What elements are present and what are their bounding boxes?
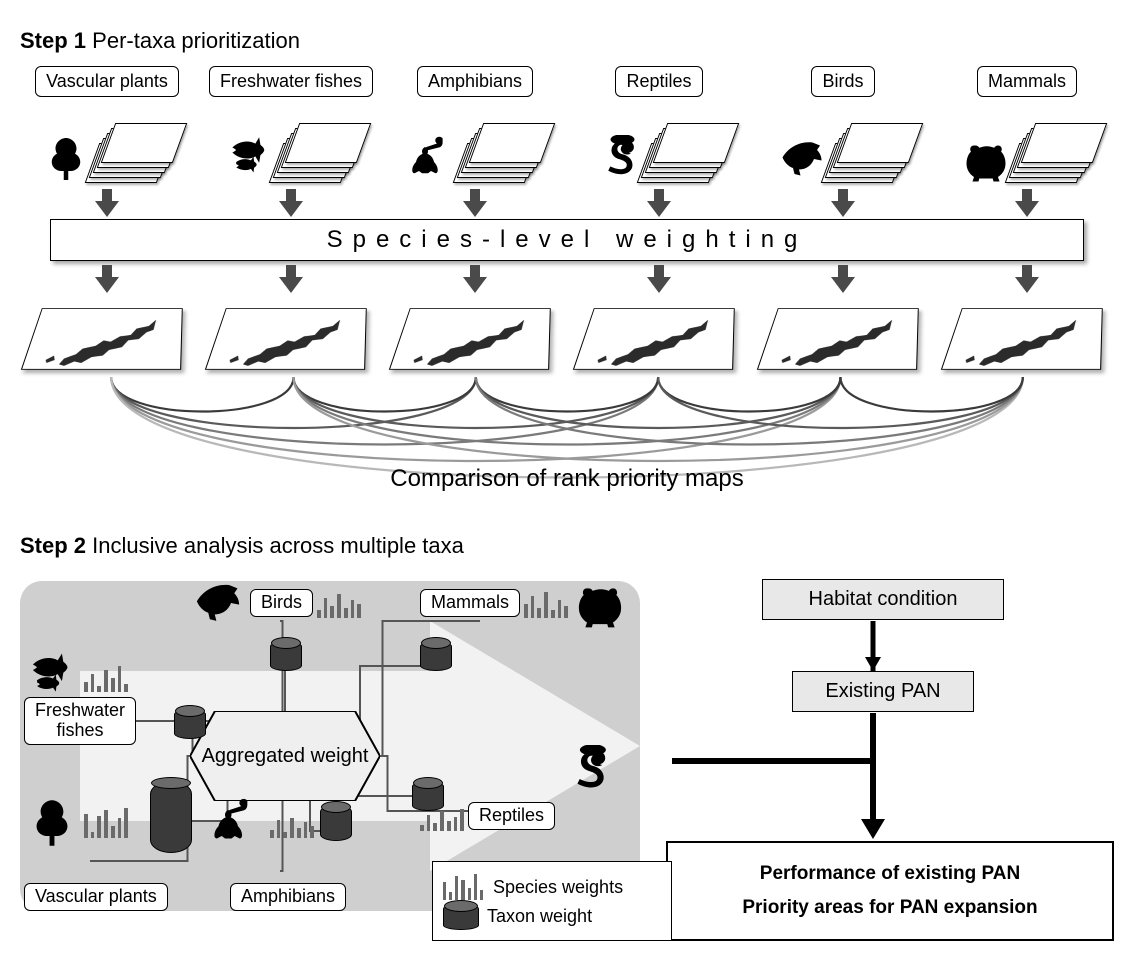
taxa-col-5: Mammals (940, 66, 1114, 101)
layer-stack-icon (828, 123, 908, 183)
node-birds: Birds (190, 577, 361, 629)
layer-stack-icon (276, 123, 356, 183)
cylinder-icon (443, 904, 477, 928)
step1-title: Step 1 Per-taxa prioritization (20, 28, 1114, 54)
priority-map-1 (204, 297, 378, 377)
priority-map-4 (756, 297, 930, 377)
taxa-stack-0 (20, 105, 194, 183)
taxa-stack-5 (940, 105, 1114, 183)
aggregated-weight-hex: Aggregated weight (190, 711, 380, 801)
down-arrow (940, 189, 1114, 217)
node-plants-label: Vascular plants (24, 883, 168, 911)
snake-icon (560, 745, 616, 797)
bar-chart-icon (443, 874, 483, 900)
comparison-label: Comparison of rank priority maps (20, 465, 1114, 493)
tree-icon (42, 135, 90, 183)
down-arrow (204, 189, 378, 217)
taxa-col-3: Reptiles (572, 66, 746, 101)
result-box: Performance of existing PAN Priority are… (666, 841, 1114, 941)
node-amph-icon (210, 797, 314, 849)
arrows-to-maps (20, 265, 1114, 293)
existing-pan-box: Existing PAN (792, 671, 974, 712)
node-reptiles-icon (560, 745, 616, 797)
node-fish-label: Freshwaterfishes (24, 697, 136, 745)
down-arrow (940, 265, 1114, 293)
result-line-1: Performance of existing PAN (680, 857, 1100, 891)
layer-stack-icon (1012, 123, 1092, 183)
node-amph-label: Amphibians (230, 883, 346, 911)
step2-container: Aggregated weight Freshwaterfishes Birds M… (20, 571, 1114, 941)
step2-right-panel: Habitat condition Existing PAN Performan… (672, 571, 1114, 941)
priority-map-0 (20, 297, 194, 377)
taxa-stack-1 (204, 105, 378, 183)
down-arrow (388, 265, 562, 293)
priority-map-3 (572, 297, 746, 377)
down-arrow (20, 265, 194, 293)
legend-box: Species weights Taxon weight (432, 861, 672, 941)
priority-map-2 (388, 297, 562, 377)
fish-icon (24, 651, 80, 703)
taxa-label: Mammals (977, 66, 1077, 97)
taxa-stack-row (20, 105, 1114, 183)
down-arrow (204, 265, 378, 293)
taxa-label: Amphibians (417, 66, 533, 97)
legend-taxon-weight: Taxon weight (443, 904, 661, 928)
frog-icon (210, 797, 266, 849)
taxa-stack-2 (388, 105, 562, 183)
taxon-weight-cylinder-3 (150, 781, 192, 853)
node-plants-icon (24, 797, 128, 849)
arrows-to-weighting (20, 189, 1114, 217)
taxon-weight-cylinder-0 (174, 709, 206, 739)
down-arrow (756, 189, 930, 217)
taxon-weight-cylinder-4 (320, 805, 352, 841)
taxa-col-0: Vascular plants (20, 66, 194, 101)
down-arrow (572, 189, 746, 217)
taxon-weight-cylinder-5 (412, 781, 444, 811)
down-arrow (388, 189, 562, 217)
layer-stack-icon (460, 123, 540, 183)
species-weighting-bar: Species-level weighting (50, 219, 1084, 261)
tree-icon (24, 797, 80, 849)
taxon-weight-cylinder-2 (420, 641, 452, 671)
taxa-label-row: Vascular plants Freshwater fishes Amphib… (20, 66, 1114, 101)
result-line-2: Priority areas for PAN expansion (680, 891, 1100, 925)
down-arrow (756, 265, 930, 293)
node-mammals: Mammals (420, 577, 628, 629)
taxa-label: Birds (811, 66, 874, 97)
taxon-weight-cylinder-1 (270, 641, 302, 671)
bear-icon (962, 135, 1010, 183)
layer-stack-icon (92, 123, 172, 183)
taxa-stack-3 (572, 105, 746, 183)
priority-map-5 (940, 297, 1114, 377)
taxa-col-2: Amphibians (388, 66, 562, 101)
comparison-curves (20, 371, 1114, 521)
fish-icon (226, 135, 274, 183)
down-arrow (20, 189, 194, 217)
maps-row (20, 297, 1114, 377)
frog-icon (410, 135, 458, 183)
step2-title: Step 2 Inclusive analysis across multipl… (20, 533, 1114, 559)
taxa-label: Vascular plants (35, 66, 179, 97)
down-arrow (572, 265, 746, 293)
node-fish (24, 651, 128, 703)
snake-icon (594, 135, 642, 183)
taxa-col-1: Freshwater fishes (204, 66, 378, 101)
legend-species-weights: Species weights (443, 874, 661, 900)
habitat-condition-box: Habitat condition (762, 579, 1004, 620)
bird-icon (778, 135, 826, 183)
layer-stack-icon (644, 123, 724, 183)
taxa-label: Reptiles (615, 66, 702, 97)
bird-icon (190, 577, 246, 629)
taxa-label: Freshwater fishes (209, 66, 373, 97)
bar-chart-icon (84, 662, 128, 692)
bear-icon (572, 577, 628, 629)
taxa-col-4: Birds (756, 66, 930, 101)
taxa-stack-4 (756, 105, 930, 183)
